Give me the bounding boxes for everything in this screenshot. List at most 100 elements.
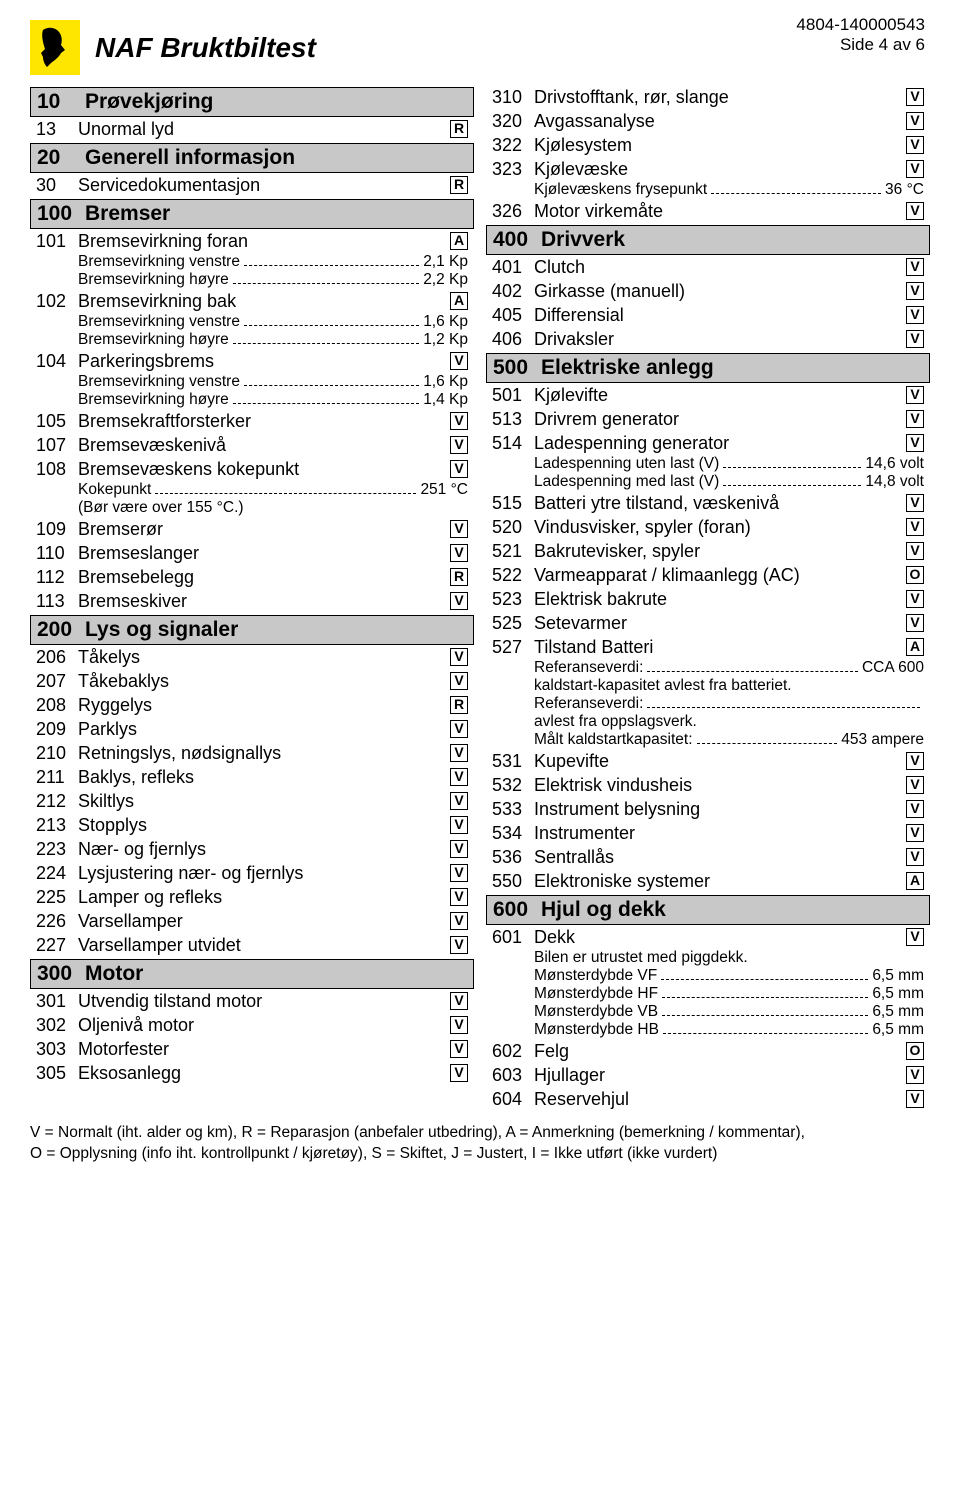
- sub-label: Mønsterdybde HF: [534, 985, 658, 1003]
- status-box: V: [450, 816, 468, 834]
- item-num: 401: [492, 257, 534, 278]
- item-num: 406: [492, 329, 534, 350]
- item-num: 104: [36, 351, 78, 372]
- section-header: 10Prøvekjøring: [30, 87, 474, 117]
- checklist-row: 207TåkebaklysV: [30, 669, 474, 693]
- checklist-row: 521Bakrutevisker, spylerV: [486, 539, 930, 563]
- status-box: O: [906, 1042, 924, 1060]
- leader-dots: [155, 493, 416, 494]
- checklist-row: 550Elektroniske systemerA: [486, 869, 930, 893]
- sub-row: Referanseverdi:CCA 600: [486, 659, 930, 677]
- sub-label: Mønsterdybde VB: [534, 1003, 658, 1021]
- item-label: Varsellamper utvidet: [78, 935, 450, 956]
- item-num: 303: [36, 1039, 78, 1060]
- item-num: 521: [492, 541, 534, 562]
- section-header: 20Generell informasjon: [30, 143, 474, 173]
- status-box: V: [906, 494, 924, 512]
- item-num: 513: [492, 409, 534, 430]
- status-box: V: [450, 888, 468, 906]
- sub-value: CCA 600: [862, 659, 924, 677]
- item-label: Kjølesystem: [534, 135, 906, 156]
- item-num: 525: [492, 613, 534, 634]
- sub-value: 14,6 volt: [865, 455, 924, 473]
- status-box: V: [450, 648, 468, 666]
- sub-row: avlest fra oppslagsverk.: [486, 713, 930, 731]
- leader-dots: [663, 1033, 868, 1034]
- section-header: 200Lys og signaler: [30, 615, 474, 645]
- item-num: 211: [36, 767, 78, 788]
- section-label: Elektriske anlegg: [541, 356, 714, 380]
- section-header: 400Drivverk: [486, 225, 930, 255]
- item-label: Ladespenning generator: [534, 433, 906, 454]
- checklist-row: 402Girkasse (manuell)V: [486, 279, 930, 303]
- item-label: Differensial: [534, 305, 906, 326]
- item-num: 527: [492, 637, 534, 658]
- checklist-row: 224Lysjustering nær- og fjernlysV: [30, 861, 474, 885]
- item-label: Drivaksler: [534, 329, 906, 350]
- item-label: Reservehjul: [534, 1089, 906, 1110]
- item-label: Instrument belysning: [534, 799, 906, 820]
- section-num: 10: [37, 90, 85, 114]
- checklist-row: 112BremsebeleggR: [30, 565, 474, 589]
- item-num: 301: [36, 991, 78, 1012]
- item-label: Vindusvisker, spyler (foran): [534, 517, 906, 538]
- sub-row: Mønsterdybde HB6,5 mm: [486, 1021, 930, 1039]
- checklist-row: 320AvgassanalyseV: [486, 109, 930, 133]
- item-label: Sentrallås: [534, 847, 906, 868]
- status-box: V: [906, 88, 924, 106]
- item-num: 326: [492, 201, 534, 222]
- checklist-row: 603HjullagerV: [486, 1063, 930, 1087]
- section-label: Lys og signaler: [85, 618, 238, 642]
- status-box: V: [906, 434, 924, 452]
- item-label: Kupevifte: [534, 751, 906, 772]
- sub-label: Bremsevirkning venstre: [78, 253, 240, 271]
- sub-label: Ladespenning med last (V): [534, 473, 719, 491]
- item-num: 531: [492, 751, 534, 772]
- checklist-row: 514Ladespenning generatorV: [486, 431, 930, 455]
- section-header: 300Motor: [30, 959, 474, 989]
- item-num: 515: [492, 493, 534, 514]
- checklist-row: 209ParklysV: [30, 717, 474, 741]
- status-box: A: [450, 292, 468, 310]
- content-columns: 10Prøvekjøring13Unormal lydR20Generell i…: [30, 85, 930, 1111]
- status-box: V: [906, 258, 924, 276]
- section-label: Prøvekjøring: [85, 90, 213, 114]
- item-label: Bremseskiver: [78, 591, 450, 612]
- checklist-row: 323KjølevæskeV: [486, 157, 930, 181]
- checklist-row: 601DekkV: [486, 925, 930, 949]
- section-label: Bremser: [85, 202, 170, 226]
- checklist-row: 305EksosanleggV: [30, 1061, 474, 1085]
- section-label: Motor: [85, 962, 143, 986]
- sub-label: Referanseverdi:: [534, 695, 643, 713]
- item-label: Avgassanalyse: [534, 111, 906, 132]
- item-label: Bremseslanger: [78, 543, 450, 564]
- status-box: V: [450, 720, 468, 738]
- item-label: Stopplys: [78, 815, 450, 836]
- checklist-row: 213StopplysV: [30, 813, 474, 837]
- sub-label: Bilen er utrustet med piggdekk.: [534, 949, 748, 967]
- checklist-row: 405DifferensialV: [486, 303, 930, 327]
- item-num: 209: [36, 719, 78, 740]
- checklist-row: 104ParkeringsbremsV: [30, 349, 474, 373]
- item-label: Bremserør: [78, 519, 450, 540]
- item-label: Tåkelys: [78, 647, 450, 668]
- status-box: V: [450, 936, 468, 954]
- status-box: V: [906, 614, 924, 632]
- status-box: V: [906, 542, 924, 560]
- sub-label: avlest fra oppslagsverk.: [534, 713, 697, 731]
- status-box: V: [450, 460, 468, 478]
- sub-row: kaldstart-kapasitet avlest fra batteriet…: [486, 677, 930, 695]
- sub-label: Mønsterdybde VF: [534, 967, 657, 985]
- sub-row: Ladespenning med last (V)14,8 volt: [486, 473, 930, 491]
- sub-label: Bremsevirkning venstre: [78, 373, 240, 391]
- status-box: V: [906, 410, 924, 428]
- sub-label: Bremsevirkning høyre: [78, 331, 229, 349]
- item-label: Elektroniske systemer: [534, 871, 906, 892]
- item-num: 520: [492, 517, 534, 538]
- sub-row: Kjølevæskens frysepunkt36 °C: [486, 181, 930, 199]
- item-label: Servicedokumentasjon: [78, 175, 450, 196]
- item-num: 109: [36, 519, 78, 540]
- leader-dots: [233, 403, 419, 404]
- status-box: V: [450, 1064, 468, 1082]
- item-num: 210: [36, 743, 78, 764]
